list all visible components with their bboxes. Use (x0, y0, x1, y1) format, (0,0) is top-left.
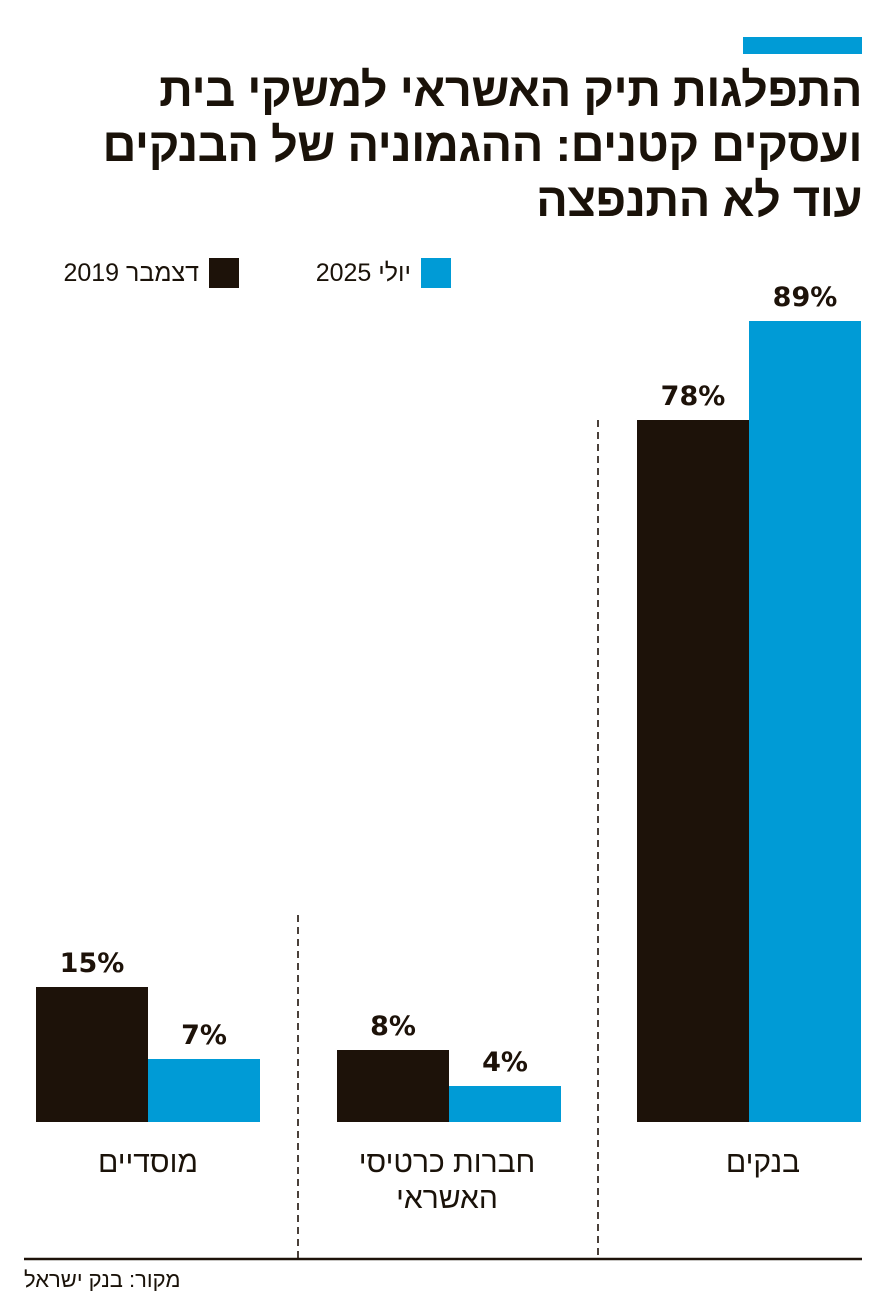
accent-bar (743, 37, 862, 54)
bar-institutional-july-2025 (148, 1059, 260, 1122)
title-line-1: התפלגות תיק האשראי למשקי בית (159, 63, 862, 116)
data-label-credit-card-companies-july-2025: 4% (482, 1047, 528, 1078)
data-label-institutional-december-2019: 15% (60, 948, 125, 979)
legend-label-december-2019: דצמבר 2019 (63, 258, 199, 287)
category-label-credit-card-companies-line-2: האשראי (396, 1182, 498, 1215)
bar-banks-december-2019 (637, 420, 749, 1122)
bar-credit-card-companies-july-2025 (449, 1086, 561, 1122)
bar-banks-july-2025 (749, 321, 861, 1122)
legend-label-july-2025: יולי 2025 (315, 258, 411, 287)
data-label-banks-december-2019: 78% (661, 381, 726, 412)
title-line-2: ועסקים קטנים: ההגמוניה של הבנקים (102, 118, 863, 171)
data-label-banks-july-2025: 89% (773, 282, 838, 313)
data-label-institutional-july-2025: 7% (181, 1020, 227, 1051)
category-label-credit-card-companies-line-1: חברות כרטיסי (358, 1146, 536, 1179)
legend-item-july-2025: יולי 2025 (316, 258, 451, 288)
category-label-institutional-line-1: מוסדיים (97, 1146, 199, 1179)
legend-swatch-july-2025 (421, 258, 451, 288)
bar-credit-card-companies-december-2019 (337, 1050, 449, 1122)
data-label-credit-card-companies-december-2019: 8% (370, 1011, 416, 1042)
title-line-3: עוד לא התנפצה (536, 173, 862, 226)
category-label-credit-card-companies: חברות כרטיסי האשראי (318, 1145, 576, 1217)
category-label-institutional: מוסדיים (58, 1145, 238, 1181)
chart-title: התפלגות תיק האשראי למשקי בית ועסקים קטני… (22, 62, 863, 227)
source-note: מקור: בנק ישראל (24, 1267, 181, 1292)
bar-institutional-december-2019 (36, 987, 148, 1122)
category-label-banks-line-1: בנקים (725, 1146, 801, 1179)
category-label-banks: בנקים (673, 1145, 853, 1181)
legend-swatch-december-2019 (209, 258, 239, 288)
legend-item-december-2019: דצמבר 2019 (63, 258, 239, 288)
